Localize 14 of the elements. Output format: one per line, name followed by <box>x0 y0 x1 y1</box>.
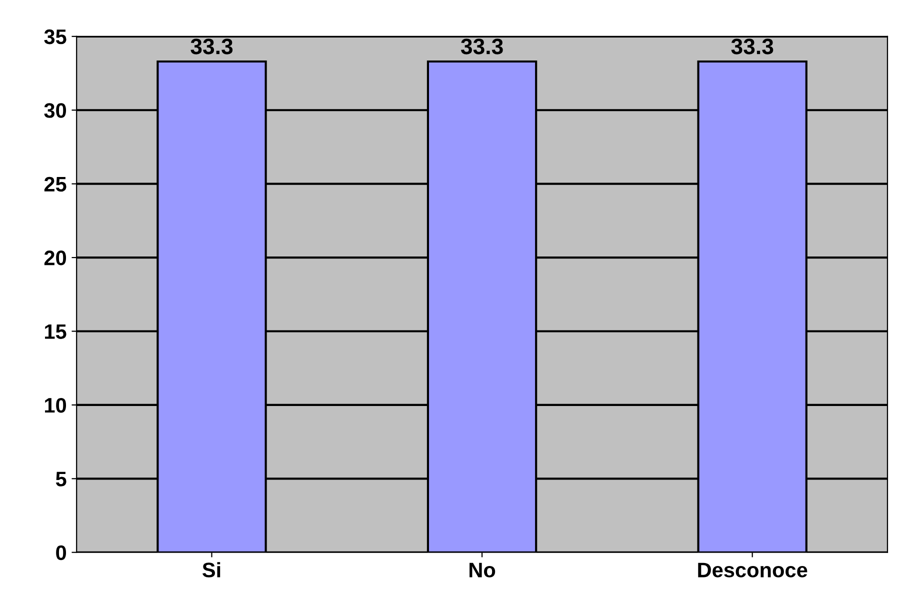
y-tick-label: 15 <box>45 324 66 339</box>
y-tick-label: 10 <box>45 398 66 413</box>
x-tick-label: Desconoce <box>698 562 808 578</box>
x-tick-label: No <box>470 562 496 578</box>
y-tick-label: 30 <box>44 103 66 118</box>
data-label: 33.3 <box>731 38 774 54</box>
y-tick-label: 20 <box>44 250 66 266</box>
y-tick-label: 35 <box>44 29 66 44</box>
data-label: 33.3 <box>460 38 503 54</box>
y-tick-label: 0 <box>56 545 66 560</box>
y-tick-label: 5 <box>56 472 66 486</box>
data-label: 33.3 <box>190 38 233 54</box>
x-tick-label: Si <box>202 562 220 578</box>
y-tick-label: 25 <box>44 176 66 192</box>
